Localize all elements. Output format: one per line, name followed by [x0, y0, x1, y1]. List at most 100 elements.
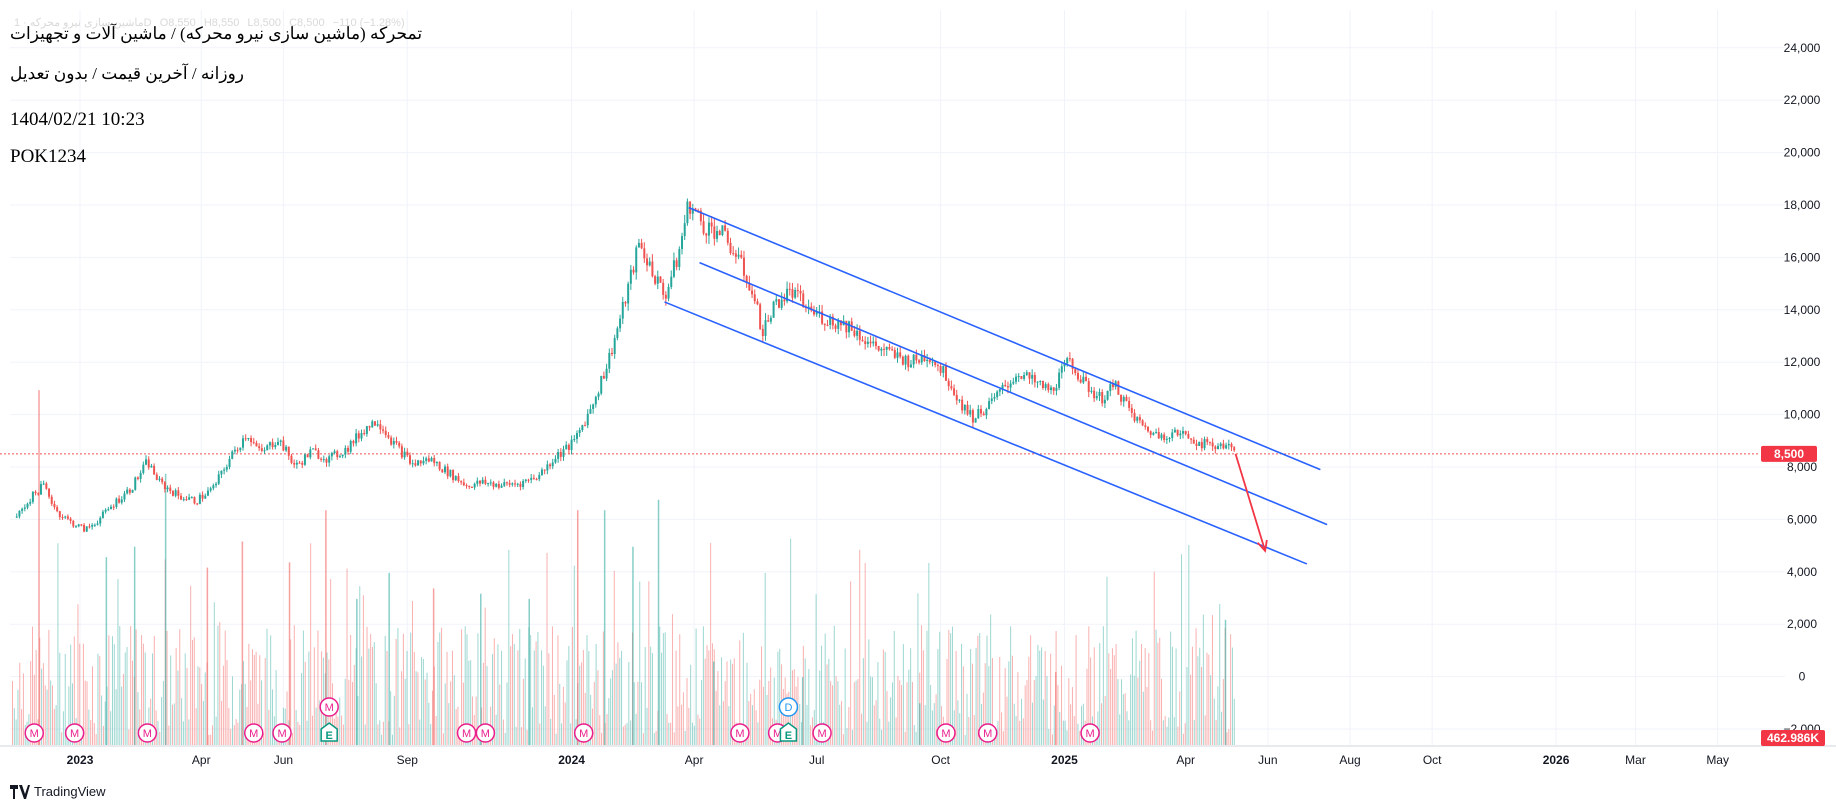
dividend-marker[interactable]: D	[778, 697, 799, 717]
candle-body	[1058, 372, 1061, 388]
volume-bar	[613, 570, 615, 745]
volume-bar	[884, 651, 886, 745]
x-axis[interactable]: 2023 Apr Jun Sep 2024 Apr Jul Oct 2025 Apr Jun Aug O…	[0, 745, 1836, 767]
candle-body	[150, 465, 153, 468]
candle-body	[1068, 358, 1071, 360]
volume-bar	[335, 708, 337, 745]
candle-body	[1009, 383, 1012, 388]
volume-bar	[259, 655, 261, 745]
volume-bar	[17, 689, 19, 745]
volume-bar	[650, 646, 652, 745]
volume-bar	[731, 663, 733, 745]
earnings-marker[interactable]: E	[320, 722, 338, 742]
tradingview-footer[interactable]: TradingView	[10, 784, 106, 799]
candle-body	[918, 360, 921, 363]
candle-body	[514, 483, 517, 485]
candle-body	[400, 446, 403, 458]
volume-bar	[164, 473, 167, 745]
volume-bar	[773, 677, 775, 745]
event-marker-m[interactable]: M	[1080, 723, 1100, 743]
volume-bar	[957, 700, 959, 745]
event-marker-m[interactable]: M	[64, 723, 85, 743]
earnings-marker[interactable]: E	[779, 722, 798, 742]
volume-bar	[921, 625, 923, 745]
candle-body	[726, 230, 729, 243]
volume-bar	[1101, 703, 1103, 745]
candle-body	[88, 526, 91, 528]
candle-body	[675, 260, 678, 267]
candle-body	[775, 299, 778, 302]
volume-bar	[471, 696, 473, 745]
volume-bar	[526, 729, 528, 745]
volume-bar	[184, 653, 186, 745]
volume-bar	[50, 680, 52, 745]
volume-bar	[231, 676, 233, 745]
event-marker-m[interactable]: M	[812, 723, 832, 743]
volume-bar	[82, 643, 84, 745]
volume-bar	[499, 684, 501, 745]
volume-bar	[881, 729, 883, 745]
x-tick-label: 2026	[1543, 753, 1570, 767]
candle-body	[330, 452, 333, 457]
candle-body	[303, 454, 306, 465]
candle-body	[942, 365, 945, 373]
event-marker-m[interactable]: M	[24, 723, 44, 743]
candle-body	[1144, 425, 1147, 427]
event-marker-m[interactable]: M	[936, 723, 956, 743]
event-markers[interactable]: M M M M MME M M M M M EDM M M M	[24, 697, 1100, 743]
volume-bar	[593, 681, 595, 745]
volume-bar	[924, 705, 926, 745]
candle-body	[796, 290, 799, 292]
down-arrow-annotation[interactable]	[1234, 453, 1268, 553]
event-marker-m[interactable]: M	[456, 723, 477, 743]
volume-bar	[808, 669, 810, 745]
candle-body	[643, 248, 646, 259]
volume-bar	[684, 730, 686, 745]
volume-bar	[1021, 698, 1023, 745]
event-marker-m[interactable]: M	[319, 697, 339, 717]
candle-body	[1082, 376, 1085, 383]
event-marker-m[interactable]: M	[244, 723, 264, 743]
volume-bar	[402, 633, 404, 745]
price-channel[interactable]	[664, 206, 1328, 565]
candle-body	[578, 430, 581, 434]
volume-bar	[1088, 626, 1090, 745]
event-marker-m[interactable]: M	[573, 723, 594, 743]
volume-bar	[1191, 646, 1193, 745]
event-marker-label: M	[735, 728, 744, 740]
candle-body	[357, 433, 360, 439]
event-marker-m[interactable]: M	[137, 723, 158, 743]
volume-bar	[704, 658, 706, 745]
candle-body	[880, 348, 883, 351]
candle-body	[508, 483, 511, 485]
event-marker-m[interactable]: M	[272, 723, 292, 743]
event-marker-m[interactable]: M	[977, 723, 998, 743]
volume-bar	[1162, 720, 1164, 745]
candle-body	[83, 524, 86, 532]
volume-bar	[384, 635, 386, 745]
last-price-badge: 8,500	[1761, 445, 1817, 462]
volume-bar	[261, 680, 263, 745]
candle-body	[1149, 431, 1152, 435]
volume-bar	[555, 733, 557, 745]
volume-bar	[701, 679, 703, 745]
volume-bar	[397, 628, 399, 745]
candle-body	[543, 469, 546, 471]
y-tick-label: 2,000	[1787, 617, 1817, 631]
event-marker-m[interactable]: M	[730, 723, 750, 743]
candle-body	[751, 290, 754, 295]
volume-bar	[101, 695, 103, 745]
volume-bar	[831, 685, 833, 745]
volume-bar	[911, 681, 913, 745]
event-marker-m[interactable]: M	[475, 723, 496, 743]
volume-bar	[797, 676, 799, 745]
volume-bar	[962, 666, 964, 745]
y-axis[interactable]: 24,000 22,000 20,000 18,000 16,000 14,000 12,0…	[1783, 41, 1820, 736]
volume-bar	[1233, 698, 1235, 745]
volume-bar	[399, 727, 401, 745]
volume-bar	[228, 708, 230, 745]
volume-bar	[393, 695, 395, 745]
volume-bar	[61, 732, 63, 745]
candle-body	[1179, 433, 1182, 436]
